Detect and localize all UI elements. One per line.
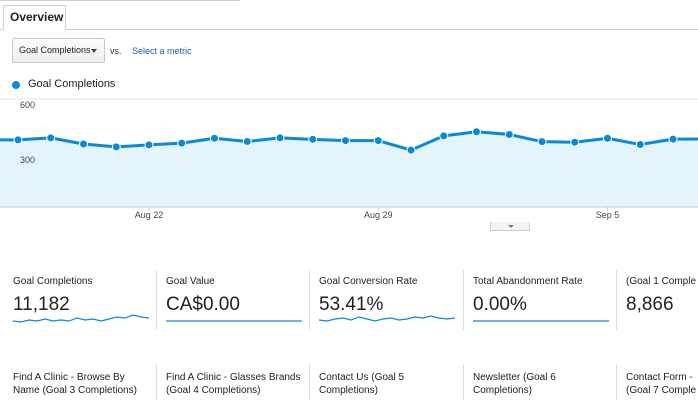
tile-title-line1: Contact Form -	[626, 372, 693, 383]
data-point-6	[210, 133, 219, 143]
x-tick-label-1: Aug 29	[364, 210, 393, 220]
goal-7-completions-tile[interactable]: Contact Form - (Goal 7 Comple	[626, 371, 698, 397]
data-point-1	[46, 133, 56, 143]
scorecard-label: (Goal 1 Comple	[626, 276, 697, 287]
tile-title-line2: Completions)	[319, 385, 378, 396]
scorecard-value: 11,182	[13, 294, 70, 315]
chart-collapse-button[interactable]	[490, 222, 530, 231]
metric-dropdown[interactable]: Goal Completions	[12, 38, 105, 63]
scorecard-label: Total Abandonment Rate	[473, 276, 583, 287]
tile-title-line1: Find A Clinic - Browse By	[13, 372, 125, 383]
data-point-4	[144, 140, 154, 150]
goal-completions-chart: 600 300 Aug 22 Aug 29 Sep 5	[0, 98, 698, 220]
divider	[463, 365, 464, 400]
scorecard-goal-value[interactable]: Goal Value CA$0.00	[166, 276, 306, 322]
y-tick-label-0: 600	[20, 100, 35, 110]
legend-dot-icon	[12, 81, 20, 89]
chevron-down-icon	[508, 225, 514, 228]
chevron-down-icon	[91, 49, 97, 53]
scorecard-value: CA$0.00	[166, 294, 240, 315]
series-area	[0, 131, 698, 207]
data-point-20	[668, 134, 678, 144]
scorecard-total-abandonment-rate[interactable]: Total Abandonment Rate 0.00%	[473, 276, 613, 322]
data-point-7	[242, 136, 252, 146]
sparkline	[13, 314, 149, 323]
divider	[616, 270, 617, 330]
divider	[156, 365, 157, 400]
divider	[309, 365, 310, 400]
scorecard-value: 53.41%	[319, 294, 384, 315]
scorecard-label: Goal Conversion Rate	[319, 276, 418, 287]
divider	[463, 270, 464, 330]
data-point-15	[504, 129, 514, 139]
top-border	[0, 0, 240, 1]
data-point-0	[13, 135, 23, 145]
tile-title-line1: Contact Us (Goal 5	[319, 372, 405, 383]
data-point-13	[439, 131, 449, 141]
data-point-18	[603, 133, 612, 143]
tile-title-line2: (Goal 7 Comple	[626, 385, 697, 396]
tile-title-line2: (Goal 4 Completions)	[166, 385, 261, 396]
data-point-8	[275, 133, 285, 143]
scorecard-value: 8,866	[626, 294, 674, 315]
x-tick-label-2: Sep 5	[596, 210, 620, 220]
tile-title-line1: Find A Clinic - Glasses Brands	[166, 372, 301, 383]
tile-title-line2: Completions)	[473, 385, 532, 396]
vs-label: vs.	[110, 46, 122, 56]
goal-5-completions-tile[interactable]: Contact Us (Goal 5 Completions)	[319, 371, 464, 397]
y-tick-label-1: 300	[20, 155, 35, 165]
data-point-5	[177, 138, 187, 148]
data-point-9	[308, 134, 318, 144]
sparkline	[166, 320, 302, 322]
goal-4-completions-tile[interactable]: Find A Clinic - Glasses Brands (Goal 4 C…	[166, 371, 311, 397]
data-point-16	[537, 137, 547, 147]
data-point-3	[111, 142, 121, 152]
divider	[309, 270, 310, 330]
scorecard-label: Goal Completions	[13, 276, 93, 287]
data-point-12	[406, 145, 416, 155]
sparkline	[319, 315, 455, 322]
divider	[616, 365, 617, 400]
legend-series-label: Goal Completions	[28, 78, 116, 90]
series-line	[0, 130, 698, 152]
sparkline	[626, 309, 698, 316]
tab-bar-border	[0, 29, 698, 30]
data-point-10	[341, 136, 350, 146]
goal-6-completions-tile[interactable]: Newsletter (Goal 6 Completions)	[473, 371, 618, 397]
sparkline	[473, 320, 609, 322]
tile-title-line1: Newsletter (Goal 6	[473, 372, 556, 383]
data-point-14	[472, 127, 481, 137]
select-metric-link[interactable]: Select a metric	[132, 46, 192, 56]
tab-overview[interactable]: Overview	[3, 5, 66, 30]
scorecard-goal-completions[interactable]: Goal Completions 11,182	[13, 276, 153, 323]
divider	[156, 270, 157, 330]
tile-title-line2: Name (Goal 3 Completions)	[13, 385, 137, 396]
data-point-17	[570, 137, 580, 147]
scorecard-label: Goal Value	[166, 276, 215, 287]
goal-3-completions-tile[interactable]: Find A Clinic - Browse By Name (Goal 3 C…	[13, 371, 158, 397]
data-point-11	[373, 136, 383, 146]
scorecard-goal-conversion-rate[interactable]: Goal Conversion Rate 53.41%	[319, 276, 459, 322]
scorecard-value: 0.00%	[473, 294, 527, 315]
metric-dropdown-label: Goal Completions	[19, 45, 91, 55]
scorecard-goal-1-completions[interactable]: (Goal 1 Comple 8,866	[626, 276, 698, 316]
data-point-19	[635, 140, 645, 150]
data-point-2	[79, 139, 88, 149]
x-tick-label-0: Aug 22	[135, 210, 164, 220]
